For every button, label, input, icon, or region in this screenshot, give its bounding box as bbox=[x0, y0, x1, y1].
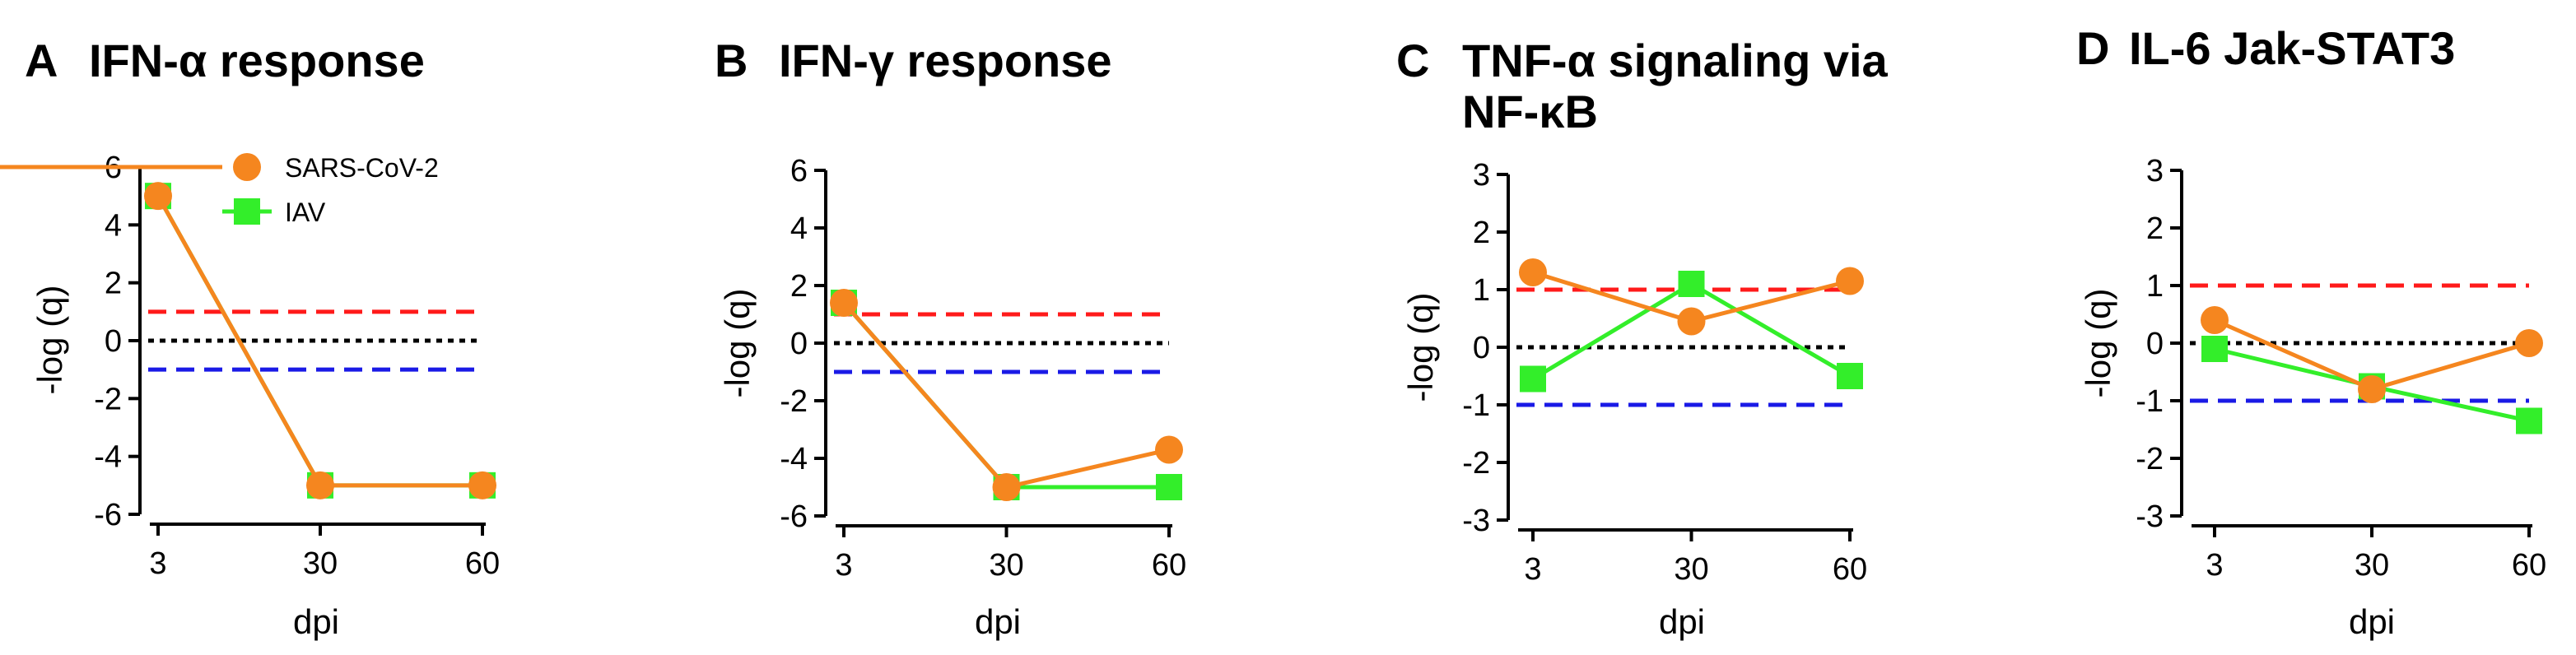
sars-cov-2-point bbox=[1155, 435, 1183, 464]
panel-a-title: IFN-α response bbox=[89, 35, 425, 86]
y-tick-label: 4 bbox=[790, 211, 808, 246]
y-tick-label: -1 bbox=[1462, 388, 1490, 423]
y-tick-label: -2 bbox=[94, 382, 122, 416]
y-tick-label: 3 bbox=[1473, 158, 1490, 193]
panel-c-ylabel: -log (q) bbox=[1401, 292, 1440, 402]
y-tick-label: -2 bbox=[1462, 446, 1490, 481]
x-tick-label: 3 bbox=[1524, 552, 1541, 587]
x-tick-label: 30 bbox=[989, 548, 1023, 583]
panel-d-plot: 3 2 1 0 -1 -2 -3 3 30 60 bbox=[2136, 154, 2546, 583]
y-tick-label: 2 bbox=[105, 267, 122, 301]
y-tick-label: 1 bbox=[2146, 269, 2164, 304]
y-tick-label: 0 bbox=[105, 324, 122, 359]
y-tick-label: -3 bbox=[2136, 499, 2164, 534]
sars-cov-2-point bbox=[2358, 375, 2386, 403]
iav-point bbox=[2516, 407, 2542, 434]
x-tick-label: 3 bbox=[835, 548, 852, 583]
panel-a: A IFN-α response -log (q) dpi 6420-2-4-6… bbox=[0, 35, 500, 641]
sars-cov-2-point bbox=[1677, 307, 1706, 336]
panel-b-ylabel: -log (q) bbox=[718, 288, 757, 397]
x-tick-label: 30 bbox=[2355, 548, 2389, 583]
y-tick-label: 0 bbox=[1473, 331, 1490, 365]
legend-sars-label: SARS-CoV-2 bbox=[285, 153, 439, 183]
panel-c-xlabel: dpi bbox=[1659, 602, 1705, 641]
panel-a-letter: A bbox=[25, 35, 58, 86]
sars-cov-2-point bbox=[144, 182, 172, 211]
panel-d-xlabel: dpi bbox=[2349, 602, 2395, 641]
x-tick-label: 3 bbox=[149, 546, 166, 581]
y-tick-label: 3 bbox=[2146, 154, 2164, 188]
x-tick-label: 3 bbox=[2206, 548, 2223, 583]
iav-point bbox=[1678, 271, 1705, 297]
y-tick-label: -6 bbox=[780, 499, 808, 534]
y-tick-label: 0 bbox=[2146, 327, 2164, 361]
y-tick-label: -1 bbox=[2136, 384, 2164, 419]
iav-point bbox=[1837, 363, 1863, 389]
y-tick-label: 1 bbox=[1473, 273, 1490, 308]
iav-point bbox=[1156, 474, 1182, 500]
sars-cov-2-point bbox=[2201, 306, 2229, 334]
sars-cov-2-series-line bbox=[842, 301, 1170, 490]
panel-c-plot: 3 2 1 0 -1 -2 -3 3 30 60 bbox=[1462, 158, 1867, 587]
x-tick-label: 60 bbox=[2512, 548, 2546, 583]
y-tick-label: 4 bbox=[105, 208, 122, 243]
legend: SARS-CoV-2 IAV bbox=[0, 153, 439, 227]
panel-c-letter: C bbox=[1396, 35, 1429, 86]
panel-b-xlabel: dpi bbox=[975, 602, 1021, 641]
panel-c-title-line1: TNF-α signaling via bbox=[1462, 35, 1889, 86]
panel-c: C TNF-α signaling via NF-κB -log (q) dpi… bbox=[1396, 35, 1889, 641]
y-tick-label: 0 bbox=[790, 327, 808, 361]
y-tick-label: 6 bbox=[790, 154, 808, 188]
panel-a-xlabel: dpi bbox=[293, 602, 339, 641]
y-tick-label: 2 bbox=[2146, 211, 2164, 246]
sars-cov-2-point bbox=[468, 471, 496, 499]
legend-iav-marker bbox=[234, 198, 260, 225]
y-tick-label: -3 bbox=[1462, 504, 1490, 538]
x-tick-label: 60 bbox=[1833, 552, 1867, 587]
legend-iav-label: IAV bbox=[285, 197, 326, 227]
panel-c-title-line2: NF-κB bbox=[1462, 86, 1598, 137]
y-tick-label: -2 bbox=[2136, 442, 2164, 476]
panel-b-plot: 6 4 2 0 -2 -4 -6 3 30 60 bbox=[780, 154, 1186, 583]
y-tick-label: -4 bbox=[94, 440, 122, 475]
panel-b-letter: B bbox=[715, 35, 748, 86]
sars-cov-2-point bbox=[306, 471, 334, 499]
panel-a-ylabel: -log (q) bbox=[30, 285, 69, 394]
sars-cov-2-point bbox=[2515, 329, 2543, 357]
panel-d-letter: D bbox=[2076, 22, 2109, 74]
y-tick-label: -6 bbox=[94, 498, 122, 532]
sars-cov-2-point bbox=[1519, 258, 1547, 286]
iav-point bbox=[2201, 336, 2228, 362]
legend-sars-marker bbox=[233, 153, 261, 181]
sars-cov-2-point bbox=[992, 473, 1021, 501]
sars-cov-2-point bbox=[830, 289, 858, 317]
y-tick-label: 2 bbox=[790, 269, 808, 304]
x-tick-label: 30 bbox=[303, 546, 338, 581]
panel-d-ylabel: -log (q) bbox=[2079, 288, 2117, 397]
panel-d: D IL-6 Jak-STAT3 -log (q) dpi 3 2 1 0 -1 -2 -3… bbox=[2076, 22, 2546, 641]
iav-point bbox=[1520, 365, 1546, 393]
y-tick-label: -2 bbox=[780, 384, 808, 419]
panel-b: B IFN-γ response -log (q) dpi 6 4 2 0 -2 -4 -6… bbox=[715, 35, 1186, 641]
x-tick-label: 30 bbox=[1674, 552, 1708, 587]
x-tick-label: 60 bbox=[1152, 548, 1186, 583]
sars-cov-2-point bbox=[1836, 267, 1864, 295]
x-tick-label: 60 bbox=[465, 546, 500, 581]
y-tick-label: 2 bbox=[1473, 216, 1490, 250]
panel-d-title: IL-6 Jak-STAT3 bbox=[2129, 22, 2455, 74]
y-tick-label: -4 bbox=[780, 442, 808, 476]
panel-b-title: IFN-γ response bbox=[779, 35, 1112, 86]
